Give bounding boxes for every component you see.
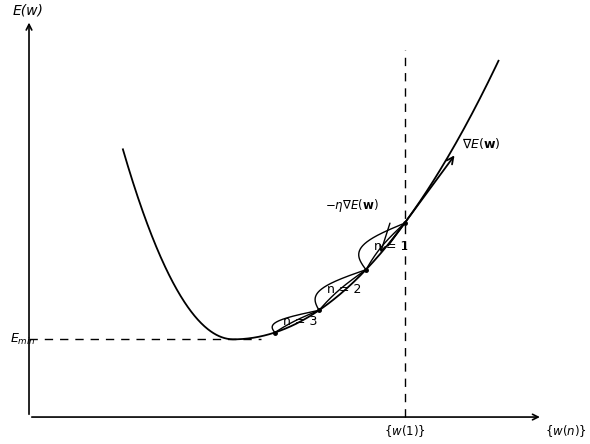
Text: $\{w(n)\}$: $\{w(n)\}$: [545, 424, 587, 440]
Text: n = 2: n = 2: [327, 283, 362, 297]
Text: E(w): E(w): [12, 4, 43, 18]
Text: n = 3: n = 3: [283, 315, 317, 328]
Text: $\nabla E(\mathbf{w})$: $\nabla E(\mathbf{w})$: [462, 136, 500, 151]
Text: $\{w(1)\}$: $\{w(1)\}$: [384, 424, 425, 440]
Text: n = 1: n = 1: [374, 240, 409, 253]
Text: $-\eta\nabla E(\mathbf{w})$: $-\eta\nabla E(\mathbf{w})$: [324, 197, 378, 214]
Text: $\mathit{E_{min}}$: $\mathit{E_{min}}$: [9, 332, 35, 347]
